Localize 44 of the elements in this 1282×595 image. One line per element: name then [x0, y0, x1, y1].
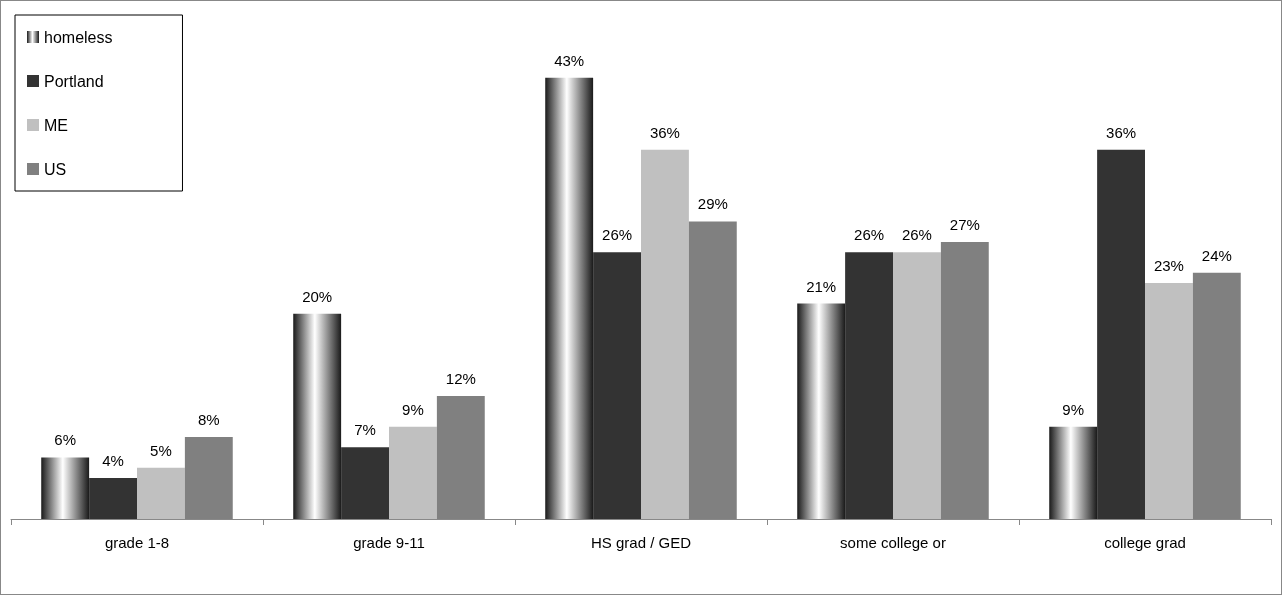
bar [341, 447, 389, 519]
bar [1097, 149, 1145, 519]
bar [41, 457, 90, 519]
data-label: 36% [1106, 123, 1137, 141]
bar [797, 303, 846, 519]
data-label: 20% [302, 287, 333, 305]
legend-label: US [44, 160, 67, 178]
x-tick-label: grade 1-8 [104, 534, 170, 551]
data-label: 6% [54, 431, 77, 449]
bar [845, 252, 893, 519]
bar [293, 313, 342, 519]
data-label: 36% [649, 123, 680, 141]
x-tick-label: HS grad / GED [590, 534, 692, 551]
legend-label: ME [44, 116, 68, 134]
data-label: 9% [402, 400, 424, 418]
data-label: 5% [150, 441, 172, 459]
bar [1145, 283, 1193, 519]
data-label: 12% [445, 369, 476, 387]
bar [593, 252, 641, 519]
data-label: 26% [602, 226, 633, 244]
data-label: 21% [806, 277, 837, 295]
x-tick-label: grade 9-11 [353, 534, 425, 551]
data-label: 27% [949, 215, 980, 233]
bar [893, 252, 941, 519]
bar [89, 477, 137, 519]
bar [137, 467, 185, 519]
bar [1049, 426, 1098, 519]
data-label: 23% [1153, 257, 1184, 275]
x-tick-label: college grad [1104, 534, 1186, 551]
x-tick-label: some college or [840, 534, 946, 551]
data-label: 4% [102, 451, 124, 469]
bar [641, 149, 689, 519]
data-label: 26% [854, 226, 885, 244]
data-label: 8% [197, 410, 220, 428]
data-label: 29% [697, 195, 728, 213]
data-label: 43% [554, 51, 585, 69]
legend-label: homeless [44, 28, 113, 46]
legend-label: Portland [44, 72, 104, 90]
data-label: 24% [1201, 246, 1232, 264]
bar [545, 77, 594, 519]
data-label: 7% [354, 421, 376, 439]
data-label: 9% [1062, 400, 1085, 418]
data-label: 26% [901, 226, 932, 244]
bar [389, 426, 437, 519]
